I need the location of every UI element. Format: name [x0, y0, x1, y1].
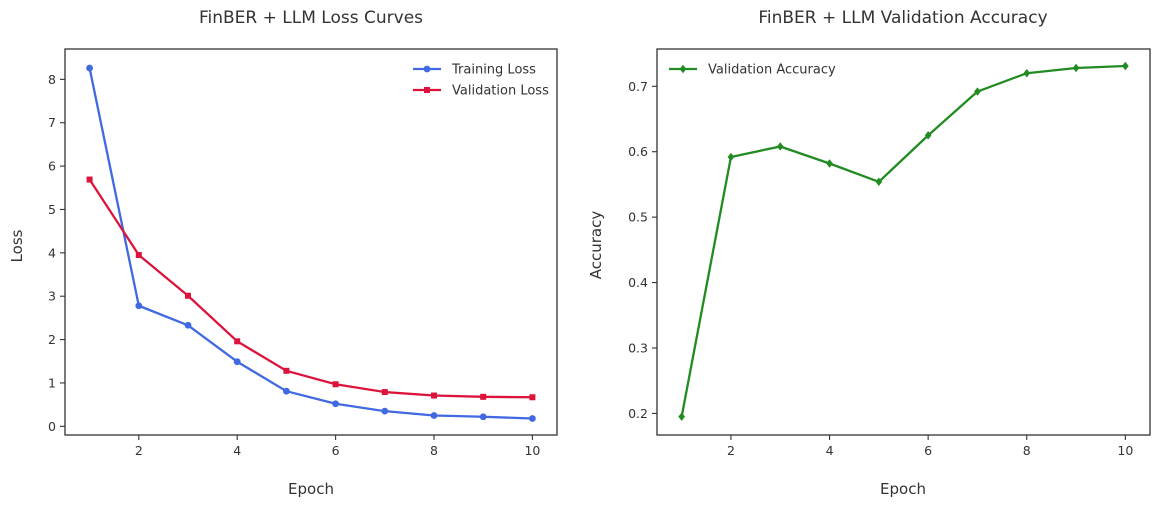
loss-y-tick-label: 4: [48, 245, 56, 260]
accuracy-x-tick-label: 10: [1117, 443, 1133, 458]
loss-y-axis-label: Loss: [8, 229, 26, 262]
validation-loss-series: [86, 176, 536, 401]
validation-accuracy-point: [826, 159, 833, 168]
legend-item-validation-loss: Validation Loss: [413, 84, 549, 99]
validation-loss-point: [480, 393, 487, 400]
training-loss-line: [88, 67, 533, 420]
training-loss-series: [86, 64, 536, 422]
loss-x-tick-label: 10: [524, 443, 540, 458]
loss-y-tick-label: 8: [48, 72, 56, 87]
validation-loss-point: [185, 292, 191, 299]
validation-accuracy-series: [678, 61, 1129, 421]
loss-x-tick-label: 6: [332, 443, 340, 458]
loss-y-tick-label: 0: [48, 419, 56, 434]
validation-loss-point: [529, 394, 536, 401]
legend-marker-swatch: [423, 65, 431, 73]
accuracy-y-axis-label: Accuracy: [587, 211, 605, 280]
accuracy-y-tick-label: 0.7: [628, 79, 648, 94]
accuracy-x-tick-label: 8: [1023, 443, 1031, 458]
accuracy-y-tick-label: 0.6: [628, 144, 648, 159]
validation-accuracy-point: [1121, 61, 1129, 71]
legend-label: Validation Loss: [452, 84, 549, 99]
accuracy-series: [678, 61, 1129, 421]
training-loss-point: [479, 413, 487, 421]
accuracy-plot-frame: [656, 48, 1151, 436]
validation-loss-point: [86, 176, 93, 183]
loss-x-tick-label: 2: [135, 443, 143, 458]
accuracy-x-axis-label: Epoch: [880, 480, 926, 498]
validation-accuracy-point: [1023, 69, 1031, 78]
training-loss-point: [283, 387, 290, 395]
loss-series: [86, 64, 536, 422]
accuracy-legend: Validation Accuracy: [669, 63, 836, 78]
legend-label: Training Loss: [451, 63, 536, 78]
loss-y-tick-label: 5: [48, 202, 56, 217]
training-loss-point: [184, 321, 192, 329]
loss-x-axis-label: Epoch: [288, 480, 334, 498]
loss-x-tick-label: 4: [233, 443, 241, 458]
validation-accuracy-point: [727, 152, 735, 162]
training-loss-point: [332, 400, 339, 408]
loss-plot-frame: [64, 48, 558, 436]
training-loss-point: [86, 64, 93, 72]
training-loss-point: [135, 302, 143, 310]
validation-loss-point: [381, 389, 388, 396]
accuracy-y-tick-label: 0.2: [628, 406, 648, 421]
accuracy-y-tick-label: 0.3: [628, 340, 648, 355]
accuracy-x-tick-label: 4: [826, 443, 834, 458]
validation-loss-point: [283, 367, 290, 374]
validation-accuracy-line: [680, 64, 1126, 417]
validation-loss-point: [234, 338, 241, 345]
loss-chart: FinBER + LLM Loss Curves Epoch Loss 2 4 6 8…: [8, 8, 558, 498]
accuracy-chart-title: FinBER + LLM Validation Accuracy: [758, 8, 1047, 28]
loss-ticks: 2 4 6 8 10 0 1 2 3 4 5 6 7 8: [48, 72, 540, 458]
training-loss-point: [233, 358, 241, 366]
training-loss-point: [529, 415, 536, 422]
loss-y-tick-label: 7: [48, 115, 56, 130]
validation-accuracy-point: [924, 131, 932, 140]
accuracy-x-tick-label: 6: [924, 443, 932, 458]
accuracy-ticks: 2 4 6 8 10 0.2 0.3 0.4 0.5 0.6 0.7: [628, 79, 1133, 458]
validation-loss-point: [135, 252, 142, 259]
loss-legend: Training Loss Validation Loss: [413, 63, 549, 99]
validation-loss-point: [431, 392, 437, 399]
accuracy-y-tick-label: 0.4: [628, 275, 648, 290]
accuracy-chart: FinBER + LLM Validation Accuracy Epoch A…: [587, 8, 1151, 498]
loss-chart-title: FinBER + LLM Loss Curves: [199, 8, 423, 28]
validation-accuracy-point: [875, 177, 883, 187]
loss-y-tick-label: 1: [48, 375, 56, 390]
loss-y-tick-label: 2: [48, 332, 56, 347]
legend-label: Validation Accuracy: [708, 63, 836, 78]
loss-x-tick-label: 8: [430, 443, 438, 458]
validation-accuracy-point: [678, 412, 686, 421]
loss-y-tick-label: 3: [48, 289, 56, 304]
legend-marker-swatch: [424, 87, 430, 93]
validation-loss-point: [332, 381, 339, 388]
validation-accuracy-point: [1072, 63, 1080, 73]
validation-accuracy-point: [776, 142, 784, 151]
validation-accuracy-point: [974, 87, 981, 96]
training-loss-point: [381, 407, 389, 415]
training-loss-point: [430, 412, 438, 419]
accuracy-x-tick-label: 2: [727, 443, 735, 458]
legend-item-validation-accuracy: Validation Accuracy: [669, 63, 836, 78]
validation-loss-line: [88, 178, 533, 399]
legend-marker-swatch: [679, 64, 687, 74]
accuracy-y-tick-label: 0.5: [628, 210, 648, 225]
legend-item-training-loss: Training Loss: [413, 63, 536, 78]
loss-y-tick-label: 6: [48, 159, 56, 174]
